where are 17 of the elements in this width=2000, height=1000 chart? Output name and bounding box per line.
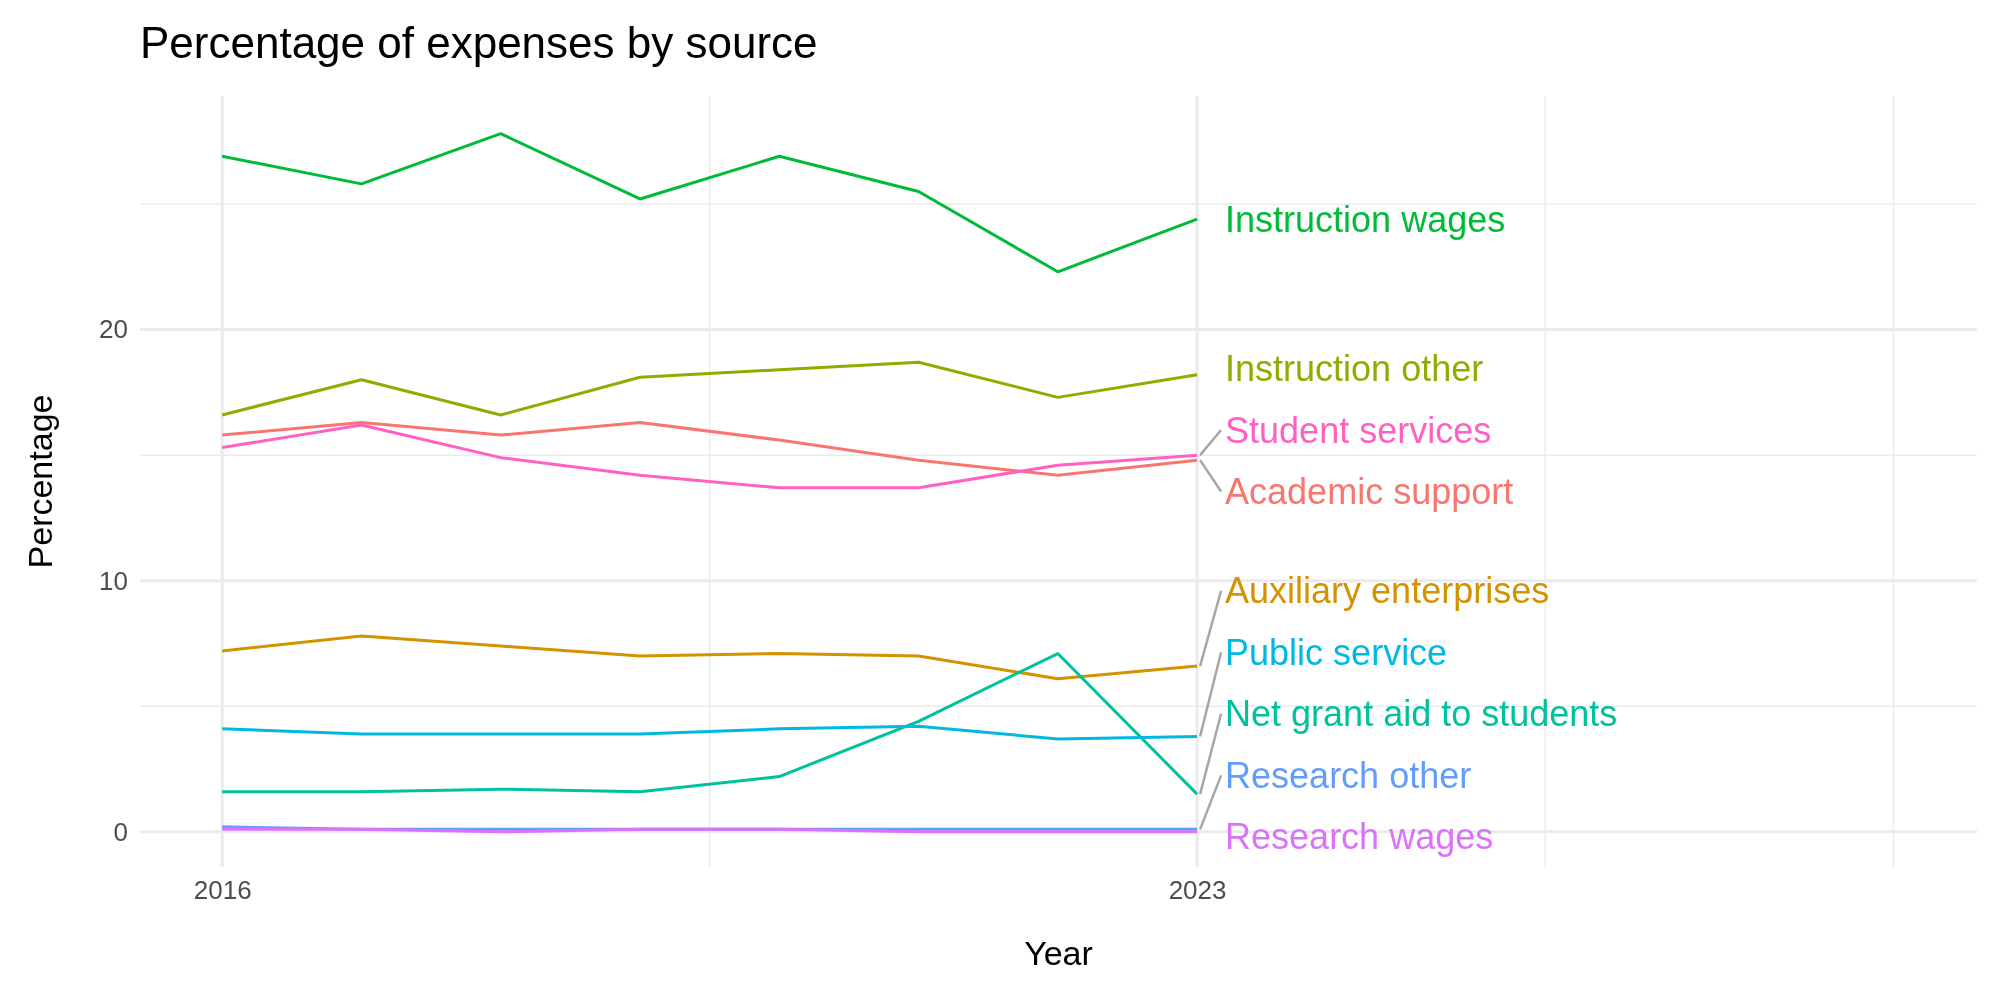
y-tick-label: 20 (99, 314, 128, 345)
x-tick-label: 2023 (1168, 875, 1227, 906)
series-label: Public service (1225, 631, 1448, 673)
y-axis-title: Percentage (21, 394, 59, 569)
x-axis-title: Year (1024, 934, 1093, 972)
series-label: Research wages (1225, 816, 1494, 858)
y-tick-label: 0 (113, 816, 128, 847)
series-label: Student services (1225, 409, 1492, 451)
series-label: Instruction other (1225, 348, 1484, 390)
series-label: Academic support (1225, 471, 1514, 513)
series-label: Net grant aid to students (1225, 693, 1618, 735)
y-tick-label: 10 (99, 565, 128, 596)
x-tick-label: 2016 (193, 875, 252, 906)
series-label: Auxiliary enterprises (1225, 570, 1550, 612)
series-label: Instruction wages (1225, 198, 1506, 240)
series-label: Research other (1225, 754, 1472, 796)
chart-title: Percentage of expenses by source (140, 18, 818, 67)
